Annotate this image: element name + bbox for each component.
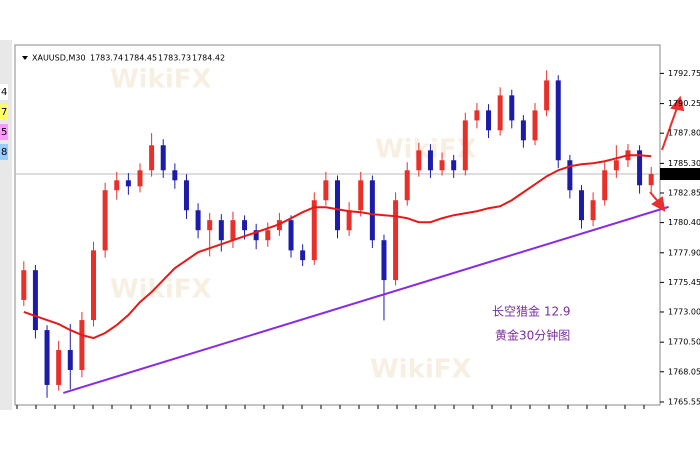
side-label-bg xyxy=(0,144,8,160)
side-label-bg xyxy=(0,124,8,140)
candle-body xyxy=(253,230,259,241)
candle-body xyxy=(102,190,108,251)
side-label-bg xyxy=(0,104,8,120)
candle-body xyxy=(648,174,654,186)
candle-body xyxy=(67,350,73,370)
candle-body xyxy=(532,110,538,141)
candle-body xyxy=(369,180,375,241)
y-tick-label: 1770.50 xyxy=(668,338,700,347)
candle-body xyxy=(311,200,317,261)
candle-body xyxy=(44,330,50,385)
annotation: 长空猎金 12.9 xyxy=(492,304,571,319)
candle-body xyxy=(300,250,306,261)
candle-body xyxy=(544,80,550,111)
candle-body xyxy=(451,160,457,171)
y-tick-label: 1773.00 xyxy=(668,307,700,316)
candle-body xyxy=(32,270,38,331)
candle-body xyxy=(416,150,422,171)
candle-body xyxy=(520,120,526,141)
candle-body xyxy=(323,180,329,201)
candle-body xyxy=(486,110,492,131)
candle-body xyxy=(149,145,155,171)
candle-body xyxy=(160,145,166,171)
y-tick-label: 1765.55 xyxy=(668,397,700,406)
candle-body xyxy=(21,270,27,300)
annotation: 黄金30分钟图 xyxy=(495,328,570,343)
header-value: 1784.45 xyxy=(124,54,157,63)
candle-body xyxy=(265,230,271,241)
candle-body xyxy=(172,170,178,181)
candle-body xyxy=(114,180,120,191)
candle-body xyxy=(427,150,433,171)
candle-body xyxy=(91,250,97,321)
plot-frame xyxy=(14,44,661,406)
trendline xyxy=(63,205,669,394)
candle-body xyxy=(404,170,410,201)
candle-body xyxy=(79,320,85,370)
candle-body xyxy=(393,200,399,281)
arrow-head xyxy=(670,95,685,112)
candle-body xyxy=(56,350,62,385)
price-tag-label: 1784.42 xyxy=(663,170,696,179)
y-tick-label: 1782.85 xyxy=(668,188,700,197)
price-tag xyxy=(660,168,700,181)
candle-body xyxy=(578,190,584,221)
y-tick-label: 1775.45 xyxy=(668,278,700,287)
candle-body xyxy=(242,220,248,231)
candle-body xyxy=(590,200,596,221)
side-label: 7 xyxy=(1,107,7,118)
candle-body xyxy=(613,160,619,171)
header-value: 1783.74 xyxy=(90,54,123,63)
arrow-up xyxy=(661,104,679,151)
symbol: XAUUSD,M30 xyxy=(32,54,86,63)
candle-body xyxy=(125,180,131,187)
candle-body xyxy=(335,180,340,231)
candle-body xyxy=(195,210,201,231)
header-value: 1783.73 xyxy=(158,54,191,63)
arrows xyxy=(649,95,685,212)
candle-body xyxy=(288,220,294,251)
candle-body xyxy=(637,150,643,186)
y-tick-label: 1792.75 xyxy=(668,69,700,78)
candle-body xyxy=(509,95,515,121)
watermark: WikiFX xyxy=(375,135,477,165)
candle-body xyxy=(137,170,143,187)
candle-body xyxy=(207,220,213,231)
candle-body xyxy=(358,180,364,211)
y-tick-label: 1787.80 xyxy=(668,129,700,138)
candle-body xyxy=(602,170,608,201)
candle-body xyxy=(346,210,352,231)
side-label: 4 xyxy=(1,87,7,98)
candle-body xyxy=(462,120,468,171)
y-tick-label: 1780.40 xyxy=(668,218,700,227)
candle-body xyxy=(474,110,480,121)
arrow-head xyxy=(651,196,666,212)
candle-body xyxy=(183,180,189,211)
side-label: 8 xyxy=(1,147,7,158)
candle-body xyxy=(567,160,573,191)
watermark: WikiFX xyxy=(110,275,212,305)
moving-average xyxy=(23,154,652,340)
y-tick-label: 1768.05 xyxy=(668,367,700,376)
candle-body xyxy=(230,220,236,241)
candle-body xyxy=(497,95,503,131)
candle-body xyxy=(439,160,445,171)
candle-body xyxy=(218,220,224,241)
menu-arrow xyxy=(22,56,28,60)
watermark: WikiFX xyxy=(370,355,472,385)
candle-body xyxy=(381,240,387,281)
side-label: 5 xyxy=(1,127,7,138)
y-tick-label: 1777.90 xyxy=(668,248,700,257)
header-value: 1784.42 xyxy=(192,54,225,63)
side-label-bg xyxy=(0,84,8,100)
y-tick-label: 1790.25 xyxy=(668,99,700,108)
y-tick-label: 1785.30 xyxy=(668,159,700,168)
watermark: WikiFX xyxy=(110,65,212,95)
candle-body xyxy=(555,80,561,161)
